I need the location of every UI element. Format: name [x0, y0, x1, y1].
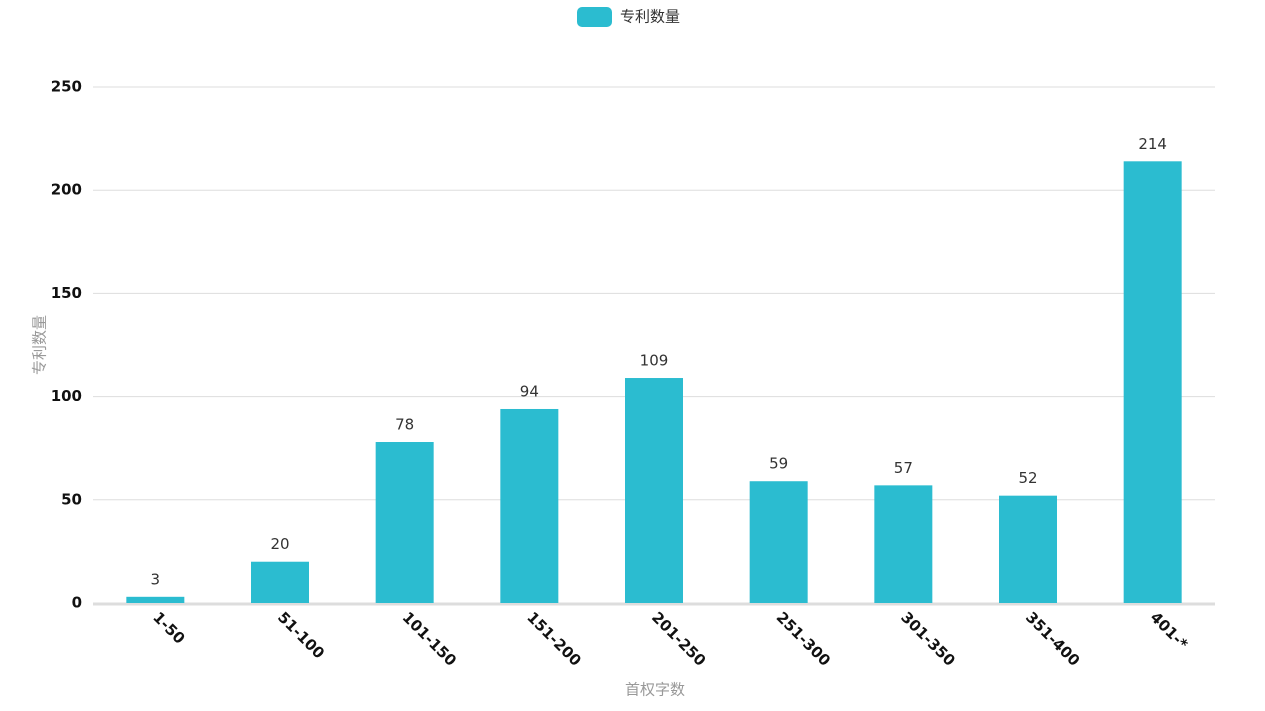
bar [251, 561, 309, 603]
y-tick-label: 250 [51, 78, 82, 96]
data-label: 57 [894, 459, 913, 477]
data-label: 94 [520, 382, 539, 400]
bar [874, 485, 933, 603]
bar [500, 408, 559, 603]
y-axis-title: 专利数量 [31, 315, 49, 375]
bar [375, 442, 434, 603]
data-label: 20 [270, 535, 289, 553]
data-label: 3 [151, 570, 161, 588]
y-tick-label: 200 [51, 181, 82, 199]
bar [1123, 161, 1182, 603]
x-tick-label: 101-150 [399, 608, 460, 669]
bar [749, 481, 808, 603]
data-label: 59 [769, 455, 788, 473]
data-label: 52 [1018, 469, 1037, 487]
data-label: 214 [1138, 135, 1167, 153]
legend-label: 专利数量 [620, 8, 680, 26]
bar [126, 596, 185, 603]
x-tick-label: 301-350 [897, 608, 958, 669]
x-tick-label: 401-* [1147, 608, 1192, 653]
x-axis-title: 首权字数 [625, 681, 685, 699]
y-tick-label: 50 [61, 490, 82, 508]
bar [625, 378, 683, 603]
x-tick-label: 251-300 [773, 608, 834, 669]
y-tick-label: 100 [51, 387, 82, 405]
x-tick-label: 151-200 [523, 608, 584, 669]
y-tick-label: 150 [51, 284, 82, 302]
x-tick-label: 201-250 [648, 608, 709, 669]
y-tick-label: 0 [72, 594, 82, 612]
x-tick-label: 351-400 [1022, 608, 1083, 669]
bar [999, 495, 1057, 603]
legend-swatch [577, 7, 612, 27]
x-tick-label: 1-50 [149, 608, 188, 647]
data-label: 78 [395, 416, 414, 434]
x-tick-label: 51-100 [274, 608, 328, 662]
data-label: 109 [640, 352, 669, 370]
